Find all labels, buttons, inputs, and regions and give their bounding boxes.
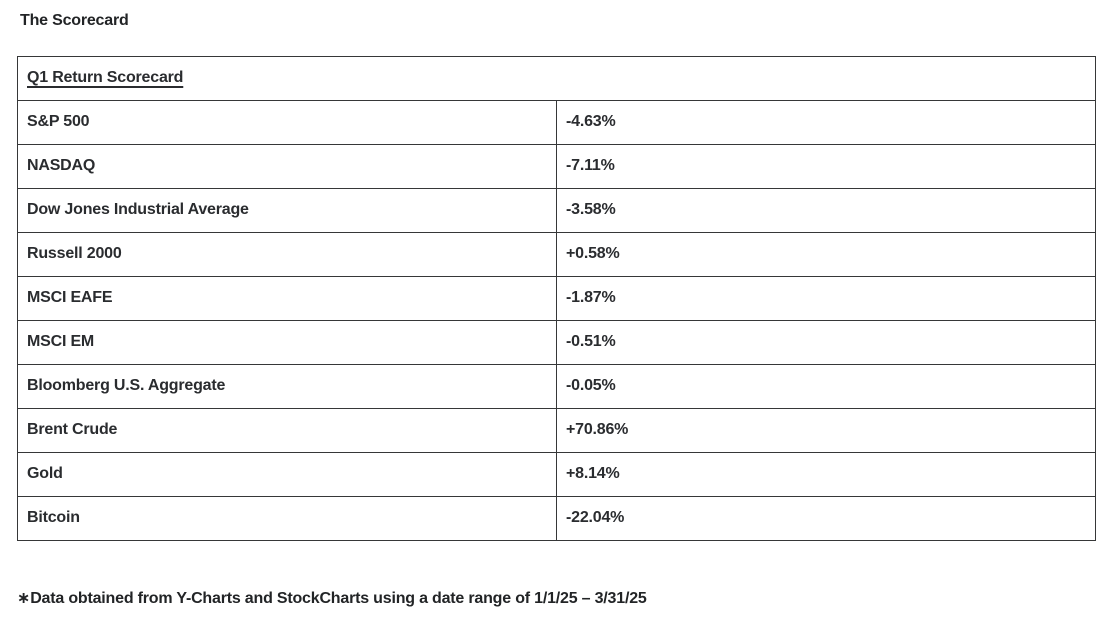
return-value-cell: -3.58% <box>556 188 1096 234</box>
footnote: ∗Data obtained from Y-Charts and StockCh… <box>17 590 647 608</box>
return-value-cell: -0.05% <box>556 364 1096 410</box>
index-label-cell: Dow Jones Industrial Average <box>17 188 557 234</box>
table-row: Bloomberg U.S. Aggregate -0.05% <box>17 364 1096 410</box>
index-label-cell: Bitcoin <box>17 496 557 542</box>
table-row: Gold +8.14% <box>17 452 1096 498</box>
table-header-cell: Q1 Return Scorecard <box>17 56 1096 102</box>
return-value-cell: -4.63% <box>556 100 1096 146</box>
table-row: Brent Crude +70.86% <box>17 408 1096 454</box>
table-row: Dow Jones Industrial Average -3.58% <box>17 188 1096 234</box>
scorecard-table: Q1 Return Scorecard S&P 500 -4.63% NASDAQ -… <box>17 56 1096 542</box>
return-value-cell: +70.86% <box>556 408 1096 454</box>
table-row: NASDAQ -7.11% <box>17 144 1096 190</box>
index-label-cell: MSCI EAFE <box>17 276 557 322</box>
index-label-cell: Gold <box>17 452 557 498</box>
scorecard-table-head: Q1 Return Scorecard <box>17 56 1096 102</box>
scorecard-table-body: S&P 500 -4.63% NASDAQ -7.11% Dow Jones Indus… <box>17 100 1096 542</box>
index-label-cell: Brent Crude <box>17 408 557 454</box>
index-label-cell: S&P 500 <box>17 100 557 146</box>
index-label-cell: Russell 2000 <box>17 232 557 278</box>
return-value-cell: +8.14% <box>556 452 1096 498</box>
index-label-cell: NASDAQ <box>17 144 557 190</box>
index-label-cell: MSCI EM <box>17 320 557 366</box>
return-value-cell: -22.04% <box>556 496 1096 542</box>
table-row: Bitcoin -22.04% <box>17 496 1096 542</box>
page-title: The Scorecard <box>20 12 129 29</box>
return-value-cell: -1.87% <box>556 276 1096 322</box>
index-label-cell: Bloomberg U.S. Aggregate <box>17 364 557 410</box>
return-value-cell: +0.58% <box>556 232 1096 278</box>
table-row: MSCI EM -0.51% <box>17 320 1096 366</box>
table-row: Russell 2000 +0.58% <box>17 232 1096 278</box>
table-row: MSCI EAFE -1.87% <box>17 276 1096 322</box>
return-value-cell: -7.11% <box>556 144 1096 190</box>
table-header-row: Q1 Return Scorecard <box>17 56 1096 102</box>
table-row: S&P 500 -4.63% <box>17 100 1096 146</box>
table-header-label: Q1 Return Scorecard <box>27 69 184 87</box>
return-value-cell: -0.51% <box>556 320 1096 366</box>
